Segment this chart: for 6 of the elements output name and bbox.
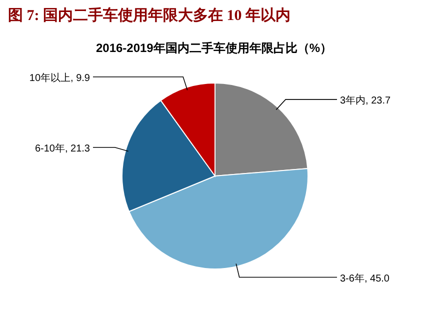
slice-label: 3-6年, 45.0 <box>340 272 390 284</box>
chart-title: 图 7: 国内二手车使用年限大多在 10 年以内 <box>8 6 290 24</box>
slice-label: 6-10年, 21.3 <box>34 142 90 154</box>
slice-label: 3年内, 23.7 <box>340 94 392 106</box>
chart-subtitle: 2016-2019年国内二手车使用年限占比（%） <box>96 41 332 55</box>
slice-label: 10年以上, 9.9 <box>29 72 90 84</box>
